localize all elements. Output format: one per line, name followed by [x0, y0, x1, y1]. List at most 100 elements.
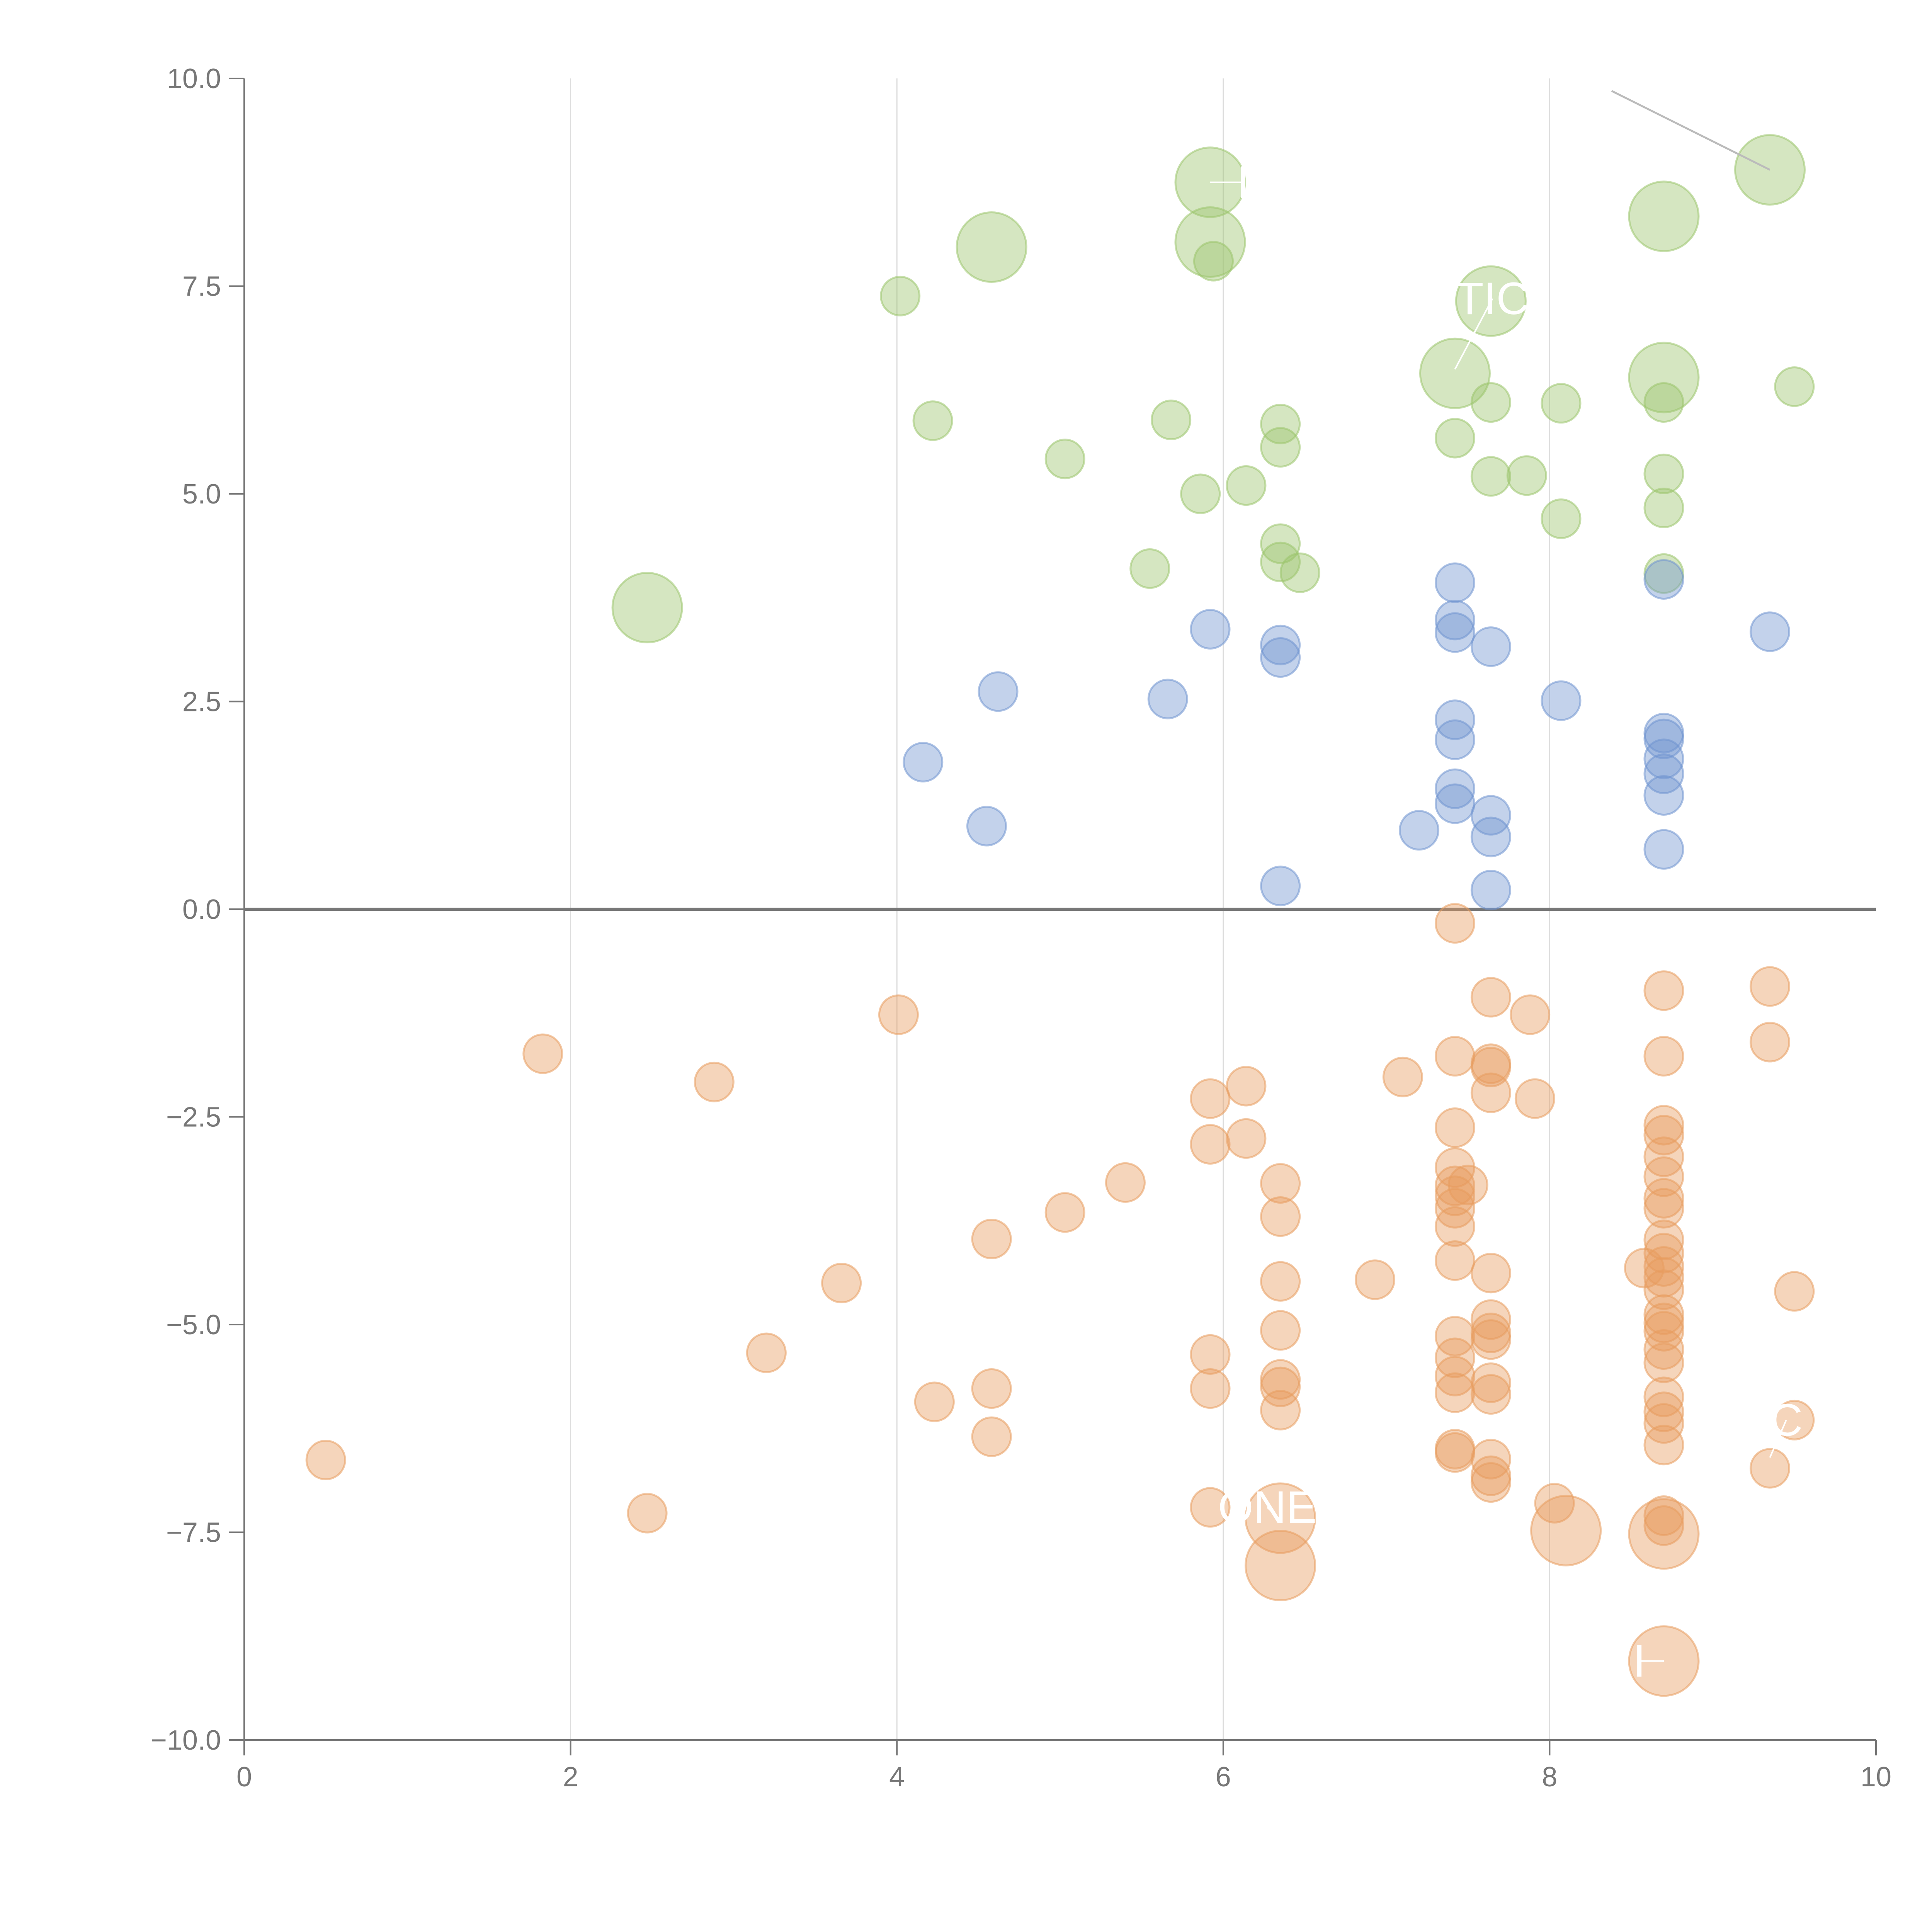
data-point-middle: [978, 671, 1019, 712]
data-point-lower: [971, 1416, 1012, 1457]
data-point-upper: [1419, 337, 1491, 409]
data-point-lower: [1434, 1165, 1475, 1206]
data-point-lower: [1245, 1530, 1316, 1601]
data-point-lower: [1643, 1342, 1684, 1383]
y-tick-label: −7.5: [166, 1517, 221, 1548]
data-point-lower: [821, 1263, 862, 1303]
data-point-lower: [1434, 1036, 1475, 1077]
data-point-lower: [1470, 1319, 1511, 1360]
data-point-upper: [1506, 455, 1547, 496]
data-point-upper: [1226, 465, 1267, 506]
data-point-lower: [1226, 1066, 1267, 1107]
data-point-middle: [1147, 679, 1188, 719]
data-point-middle: [1470, 795, 1511, 836]
data-point-lower: [1470, 977, 1511, 1018]
data-point-lower: [1643, 1403, 1684, 1444]
annotation-label: I: [1633, 1636, 1646, 1687]
data-point-lower: [1434, 1355, 1475, 1396]
data-point-lower: [1470, 1439, 1511, 1480]
data-point-upper: [1260, 427, 1301, 468]
y-tick-label: −5.0: [166, 1310, 221, 1340]
data-point-lower: [1260, 1366, 1301, 1407]
data-point-lower: [914, 1381, 955, 1422]
data-point-lower: [1643, 1188, 1684, 1229]
annotation-label: TIC: [1456, 273, 1529, 324]
data-point-lower: [1514, 1078, 1555, 1119]
data-point-lower: [971, 1219, 1012, 1260]
data-point-lower: [1643, 970, 1684, 1011]
data-point-middle: [1470, 816, 1511, 857]
data-point-upper: [912, 400, 953, 441]
data-point-lower: [522, 1033, 563, 1074]
data-point-lower: [1643, 1105, 1684, 1146]
data-point-middle: [966, 806, 1007, 847]
data-point-lower: [1470, 1362, 1511, 1403]
data-point-lower: [1434, 1188, 1475, 1229]
data-point-lower: [1260, 1196, 1301, 1237]
data-point-lower: [1226, 1118, 1267, 1159]
data-point-lower: [878, 994, 919, 1035]
annotation-leader: [1267, 1507, 1281, 1520]
y-tick-label: 0.0: [182, 894, 221, 925]
data-point-middle: [1750, 611, 1791, 652]
y-tick-label: 10.0: [167, 63, 221, 94]
data-point-middle: [1260, 637, 1301, 678]
data-point-upper: [1643, 453, 1684, 494]
data-point-lower: [1434, 1240, 1475, 1281]
data-point-lower: [1434, 1432, 1475, 1473]
data-point-lower: [305, 1439, 346, 1480]
data-point-middle: [1434, 562, 1475, 603]
data-point-middle: [1541, 680, 1582, 721]
data-point-lower: [1624, 1248, 1665, 1289]
x-tick-label: 2: [563, 1762, 578, 1793]
data-point-lower: [1470, 1374, 1511, 1415]
data-point-middle: [1643, 775, 1684, 816]
data-point-upper: [1541, 498, 1582, 539]
data-point-lower: [1643, 1294, 1684, 1335]
data-point-upper: [1774, 366, 1815, 407]
data-point-lower: [1628, 1498, 1700, 1570]
data-point-upper: [1260, 403, 1301, 444]
data-point-middle: [1470, 626, 1511, 667]
data-point-lower: [971, 1368, 1012, 1409]
data-point-lower: [1750, 1448, 1791, 1489]
data-point-lower: [1643, 1311, 1684, 1352]
y-tick-label: 5.0: [182, 479, 221, 510]
x-tick-label: 8: [1542, 1762, 1557, 1793]
axes: 0 2 4 6 8 10 −10.0 −7.5 −5.0 −2.5 0.0 2.5 5.0 7.5 10.0: [151, 63, 1891, 1793]
data-point-middle: [1399, 810, 1440, 851]
y-tick-label: −10.0: [151, 1725, 221, 1756]
data-point-middle: [903, 742, 944, 782]
data-point-middle: [1434, 600, 1475, 641]
data-point-upper: [1643, 488, 1684, 529]
data-point-middle: [1434, 719, 1475, 760]
data-point-lower: [1434, 1107, 1475, 1148]
data-point-lower: [1510, 994, 1551, 1035]
x-tick-label: 4: [889, 1762, 905, 1793]
data-point-lower: [1530, 1495, 1602, 1566]
annotations: I TIC ONE I C: [1210, 90, 1803, 1687]
annotation-leader: [1454, 298, 1493, 370]
data-point-middle: [1643, 829, 1684, 870]
data-point-lower: [1382, 1056, 1423, 1097]
data-point-lower: [1643, 1495, 1684, 1536]
x-tick-label: 0: [236, 1762, 252, 1793]
data-point-lower: [1434, 1372, 1475, 1413]
data-point-middle: [1434, 768, 1475, 809]
data-point-lower: [1470, 1253, 1511, 1294]
data-point-lower: [1750, 1022, 1791, 1063]
data-point-upper: [1279, 552, 1320, 593]
y-tick-label: 2.5: [182, 687, 221, 718]
y-tick-label: −2.5: [166, 1102, 221, 1133]
data-point-lower: [1044, 1192, 1085, 1233]
data-point-upper: [1151, 400, 1192, 440]
data-point-lower: [1190, 1124, 1231, 1165]
data-point-lower: [1434, 1316, 1475, 1357]
data-point-upper: [1470, 456, 1511, 497]
data-point-lower: [1105, 1162, 1146, 1203]
data-point-middle: [1643, 559, 1684, 600]
data-point-lower: [1434, 1337, 1475, 1378]
data-point-middle: [1643, 738, 1684, 779]
